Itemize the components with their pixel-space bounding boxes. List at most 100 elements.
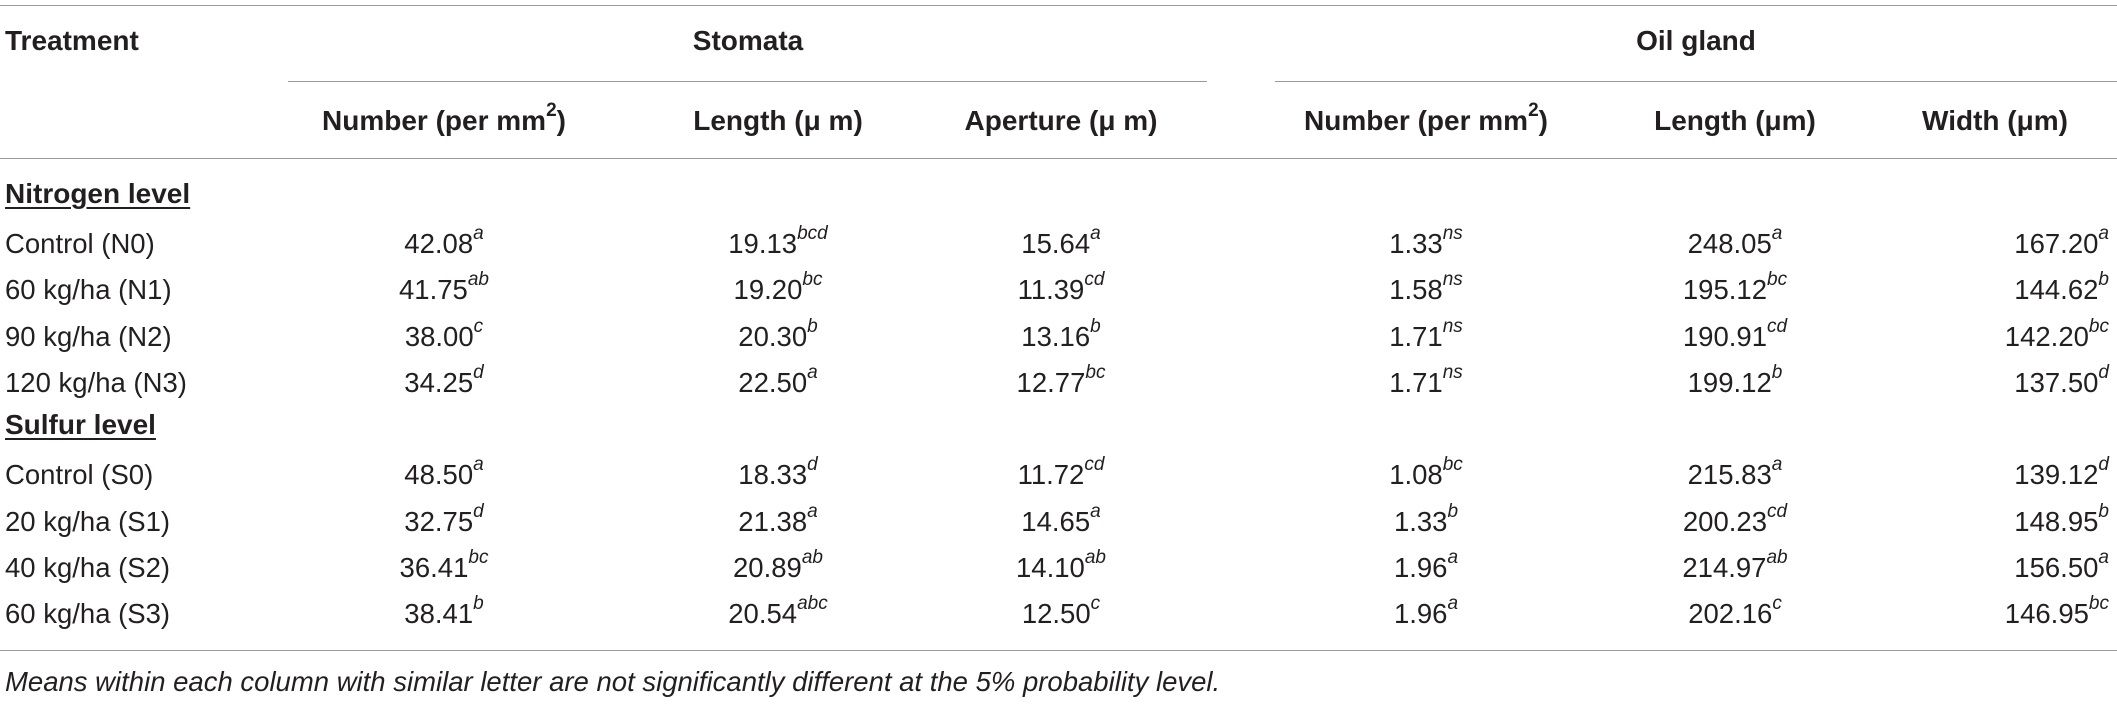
table-cell: 1.71ns [1276, 317, 1576, 351]
row-label: 40 kg/ha (S2) [5, 552, 171, 583]
cell-significance-letter: d [473, 361, 484, 383]
cell-value: 11.72 [1017, 459, 1085, 490]
table-footnote: Means within each column with similar le… [5, 666, 1221, 697]
table-cell: 1.96a [1276, 548, 1576, 583]
cell-significance-letter: d [2098, 453, 2109, 475]
cell-value: 137.50 [2014, 367, 2099, 398]
row-label: Control (S0) [5, 459, 154, 490]
cell-significance-letter: a [1090, 222, 1101, 244]
cell-value: 14.10 [1016, 552, 1085, 583]
cell-significance-letter: c [1090, 592, 1101, 614]
cell-value: 199.12 [1687, 367, 1772, 398]
cell-value: 41.75 [399, 274, 468, 305]
cell-significance-letter: a [1771, 453, 1783, 475]
cell-value: 1.96 [1393, 552, 1448, 583]
cell-significance-letter: a [1447, 546, 1459, 568]
top-rule [0, 5, 2117, 6]
cell-significance-letter: ab [1766, 546, 1788, 568]
table-cell: 11.72cd [911, 455, 1211, 490]
cell-value: 11.39 [1017, 274, 1085, 305]
table-cell: 48.50a [294, 455, 594, 489]
table-cell: 200.23cd [1585, 502, 1885, 536]
table-cell: 14.10ab [911, 548, 1211, 583]
table-cell: 148.95b [1889, 502, 2109, 537]
cell-significance-letter: d [807, 453, 818, 475]
table-cell: 142.20bc [1889, 317, 2109, 351]
table-cell: 32.75d [294, 502, 594, 536]
table-cell: 36.41bc [294, 548, 594, 583]
table-cell: 42.08a [294, 224, 594, 258]
cell-significance-letter: ns [1442, 361, 1463, 383]
cell-significance-letter: ns [1442, 268, 1463, 290]
column-header: Length (μ m) [628, 107, 928, 135]
table-cell: 137.50d [1889, 363, 2109, 398]
cell-value: 36.41 [399, 552, 469, 583]
column-header: Width (μm) [1845, 107, 2117, 135]
table-cell: 38.41b [294, 594, 594, 629]
cell-value: 195.12 [1682, 274, 1768, 305]
cell-value: 13.16 [1021, 321, 1091, 352]
table-cell: 22.50a [628, 363, 928, 398]
table-cell: 1.96a [1276, 594, 1576, 629]
cell-significance-letter: b [2098, 268, 2109, 290]
table-cell: 202.16c [1585, 594, 1885, 629]
table-cell: 12.77bc [911, 363, 1211, 397]
cell-value: 20.89 [733, 552, 802, 583]
cell-value: 20.54 [728, 598, 798, 629]
cell-value: 38.41 [404, 598, 474, 629]
cell-significance-letter: abc [797, 592, 828, 614]
column-header-superscript: 2 [546, 99, 557, 121]
cell-significance-letter: cd [1767, 315, 1788, 337]
cell-significance-letter: ab [467, 268, 489, 290]
table-cell: 19.13bcd [628, 224, 928, 259]
column-header-text: Number (per mm [322, 105, 547, 136]
cell-significance-letter: c [1772, 592, 1782, 614]
table-cell: 146.95bc [1889, 594, 2109, 628]
table-cell: 190.91cd [1585, 317, 1885, 351]
cell-significance-letter: a [2098, 222, 2109, 244]
cell-significance-letter: cd [1084, 268, 1105, 290]
cell-significance-letter: b [1771, 361, 1783, 383]
cell-significance-letter: bc [1085, 361, 1106, 383]
cell-significance-letter: ab [1084, 546, 1106, 568]
cell-significance-letter: d [2098, 361, 2109, 383]
column-header-text: Length (μ m) [693, 105, 863, 136]
cell-value: 1.33 [1389, 228, 1443, 259]
cell-value: 156.50 [2014, 552, 2099, 583]
oil-gland-group-rule [1275, 81, 2117, 82]
table-cell: 21.38a [628, 502, 928, 536]
cell-value: 1.08 [1389, 459, 1443, 490]
table-cell: 20.89ab [628, 548, 928, 583]
cell-significance-letter: a [2098, 546, 2109, 568]
cell-significance-letter: ns [1442, 222, 1463, 244]
column-header: Length (μm) [1585, 107, 1885, 135]
cell-value: 1.96 [1393, 598, 1448, 629]
table-cell: 12.50c [911, 594, 1211, 628]
column-header-tail: ) [1538, 105, 1548, 136]
cell-value: 34.25 [404, 367, 474, 398]
cell-significance-letter: bcd [797, 222, 828, 244]
cell-value: 22.50 [738, 367, 808, 398]
cell-value: 19.13 [728, 228, 798, 259]
row-label: 60 kg/ha (S3) [5, 598, 171, 629]
cell-value: 1.33 [1393, 506, 1448, 537]
cell-significance-letter: bc [802, 268, 823, 290]
cell-value: 38.00 [404, 321, 474, 352]
table-cell: 214.97ab [1585, 548, 1885, 582]
cell-value: 18.33 [738, 459, 808, 490]
table-cell: 1.08bc [1276, 455, 1576, 490]
cell-significance-letter: bc [2088, 592, 2109, 614]
cell-significance-letter: d [473, 500, 484, 522]
table-cell: 1.33ns [1276, 224, 1576, 259]
table-cell: 20.30b [628, 317, 928, 351]
table-cell: 1.58ns [1276, 270, 1576, 304]
table-cell: 15.64a [911, 224, 1211, 258]
row-label: 90 kg/ha (N2) [5, 321, 172, 352]
cell-value: 215.83 [1687, 459, 1772, 490]
cell-value: 202.16 [1688, 598, 1773, 629]
table-cell: 14.65a [911, 502, 1211, 536]
row-label: 60 kg/ha (N1) [5, 274, 172, 305]
cell-value: 148.95 [2014, 506, 2099, 537]
cell-significance-letter: b [473, 592, 484, 614]
cell-significance-letter: cd [1084, 453, 1105, 475]
